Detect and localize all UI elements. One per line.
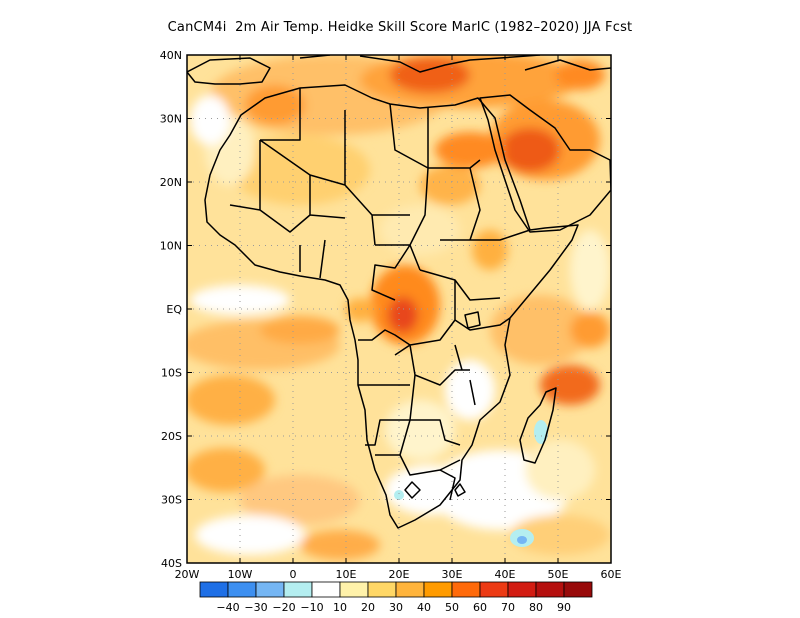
colorbar-label: −10 (300, 601, 323, 614)
lat-tick-label: 20S (161, 430, 182, 443)
colorbar-label: 60 (473, 601, 487, 614)
colorbar-swatch (367, 581, 397, 598)
lat-tick-label: 40N (160, 49, 182, 62)
colorbar-label: 20 (361, 601, 375, 614)
lat-tick-label: 30N (160, 113, 182, 126)
colorbar-swatch (507, 581, 537, 598)
colorbar-swatch (423, 581, 453, 598)
lon-tick-label: 10E (336, 568, 357, 581)
lon-tick-label: 20W (175, 568, 200, 581)
colorbar-swatch (311, 581, 341, 598)
colorbar-swatch (451, 581, 481, 598)
lon-tick-label: 20E (389, 568, 410, 581)
colorbar-swatch (255, 581, 285, 598)
colorbar-swatch (227, 581, 257, 598)
lat-tick-label: 10S (161, 367, 182, 380)
colorbar-label: −40 (216, 601, 239, 614)
colorbar-label: 70 (501, 601, 515, 614)
axis-ticks: 20W 10W 0 10E 20E 30E 40E 50E 60E 40N 30N 20N 10N EQ 1… (160, 49, 622, 581)
lon-tick-label: 50E (548, 568, 569, 581)
colorbar-swatch (563, 581, 593, 598)
coastlines (187, 55, 611, 529)
colorbar: −40 −30 −20 −10 10 20 30 40 50 60 70 80 90 (199, 581, 593, 614)
colorbar-label: 50 (445, 601, 459, 614)
map-title: CanCM4i 2m Air Temp. Heidke Skill Score … (167, 20, 633, 35)
lon-tick-label: 10W (228, 568, 253, 581)
skill-field (187, 55, 611, 563)
lon-tick-label: 40E (495, 568, 516, 581)
lat-tick-label: EQ (166, 303, 182, 316)
lat-tick-label: 20N (160, 176, 182, 189)
colorbar-label: 30 (389, 601, 403, 614)
colorbar-swatch (283, 581, 313, 598)
colorbar-label: 10 (333, 601, 347, 614)
colorbar-swatch (535, 581, 565, 598)
lat-tick-label: 40S (161, 557, 182, 570)
colorbar-swatch (395, 581, 425, 598)
lon-tick-label: 30E (442, 568, 463, 581)
lat-tick-label: 30S (161, 494, 182, 507)
lon-tick-label: 0 (290, 568, 297, 581)
lat-tick-label: 10N (160, 240, 182, 253)
colorbar-label: −30 (244, 601, 267, 614)
colorbar-swatch (199, 581, 229, 598)
colorbar-swatch (339, 581, 369, 598)
lon-tick-label: 60E (601, 568, 622, 581)
colorbar-label: 90 (557, 601, 571, 614)
colorbar-label: 40 (417, 601, 431, 614)
colorbar-label: −20 (272, 601, 295, 614)
colorbar-label: 80 (529, 601, 543, 614)
colorbar-swatch (479, 581, 509, 598)
